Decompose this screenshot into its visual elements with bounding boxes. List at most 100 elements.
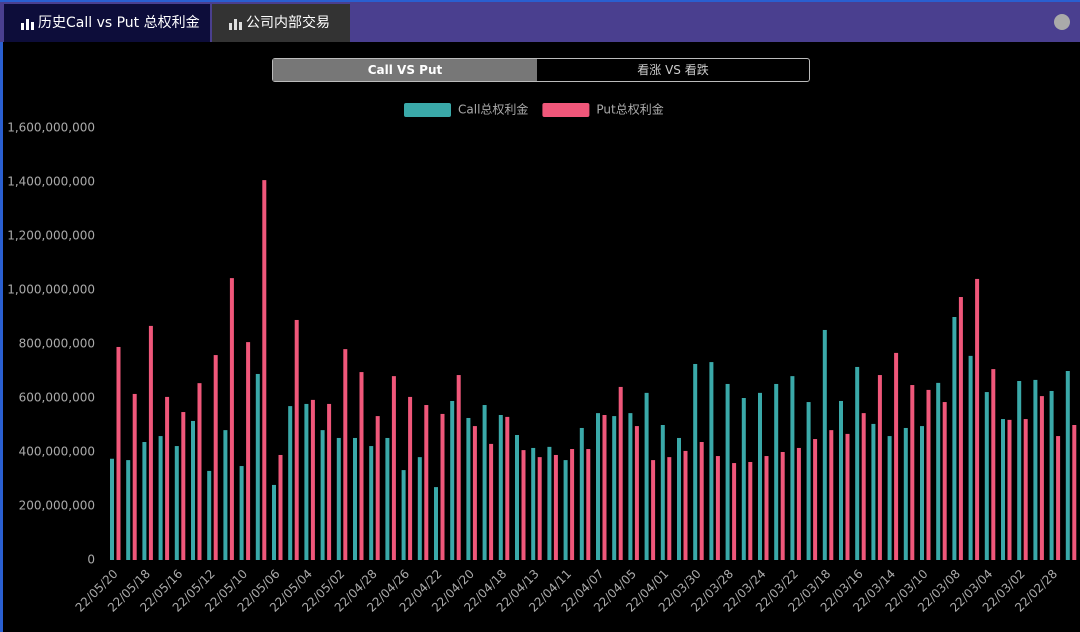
bar — [450, 400, 455, 560]
bar — [191, 420, 195, 560]
bar — [725, 383, 730, 560]
bar — [553, 454, 558, 560]
bar — [223, 430, 228, 560]
bar — [126, 460, 131, 560]
bar — [667, 457, 672, 560]
bar — [991, 369, 996, 560]
bar — [596, 413, 600, 560]
bar — [1065, 371, 1070, 560]
bar — [181, 412, 186, 560]
bar — [239, 466, 244, 560]
bar — [1039, 396, 1044, 560]
y-tick-label: 800,000,000 — [19, 337, 95, 351]
bar — [165, 396, 170, 560]
bar — [958, 297, 963, 560]
bar — [806, 402, 811, 560]
bar — [148, 325, 153, 560]
bar — [936, 382, 941, 560]
bar — [1072, 425, 1077, 560]
bar — [855, 366, 860, 560]
bar — [839, 400, 843, 560]
bar — [683, 450, 688, 560]
bar — [774, 383, 779, 560]
bar — [132, 393, 137, 560]
bar — [505, 416, 510, 560]
toggle-button[interactable]: 看涨 VS 看跌 — [637, 63, 709, 77]
bar — [207, 470, 212, 560]
bar — [375, 416, 380, 560]
bar — [1023, 419, 1028, 560]
bar — [612, 416, 617, 560]
chart: 0 200,000,000 400,000,000 600,000,000 800,00… — [7, 102, 1077, 615]
tab-icon — [229, 19, 242, 30]
bar — [699, 442, 704, 560]
bar — [158, 436, 163, 560]
bar — [531, 447, 536, 560]
y-tick-label: 400,000,000 — [19, 445, 95, 459]
bar — [741, 398, 746, 560]
tab-label: 历史Call vs Put 总权利金 — [38, 15, 200, 31]
bar — [570, 449, 575, 560]
legend-swatch — [404, 103, 451, 117]
bar — [288, 406, 293, 560]
tab[interactable]: 历史Call vs Put 总权利金 — [4, 4, 210, 42]
bar — [829, 430, 834, 560]
bar — [644, 392, 649, 560]
bar — [547, 446, 552, 560]
bar — [246, 342, 251, 560]
bar — [110, 458, 114, 560]
bar — [385, 437, 390, 560]
bar — [796, 447, 801, 560]
bar — [942, 402, 947, 560]
y-tick-label: 200,000,000 — [19, 499, 95, 513]
fullscreen-button[interactable] — [1054, 14, 1070, 30]
bar — [197, 383, 202, 560]
legend-label: Call总权利金 — [458, 102, 528, 117]
bar — [391, 376, 396, 560]
bar — [813, 439, 818, 560]
toggle-button[interactable]: Call VS Put — [273, 59, 537, 81]
bar — [537, 457, 542, 560]
bar — [408, 396, 413, 560]
bar — [822, 329, 827, 560]
bar — [304, 403, 309, 560]
bar — [586, 449, 591, 560]
y-tick-label: 0 — [87, 553, 95, 567]
bar — [693, 363, 698, 560]
bar — [515, 434, 519, 560]
legend-label: Put总权利金 — [596, 102, 663, 117]
bar — [780, 452, 785, 560]
y-tick-label: 1,400,000,000 — [7, 175, 95, 189]
bar — [660, 425, 665, 560]
bar — [845, 433, 850, 560]
bar — [142, 442, 147, 560]
bar — [440, 413, 445, 560]
bar — [871, 423, 876, 560]
bar — [677, 437, 681, 560]
bar — [602, 415, 607, 560]
bar — [472, 426, 477, 560]
bar — [213, 355, 218, 560]
y-tick-label: 1,200,000,000 — [7, 229, 95, 243]
tab[interactable]: 公司内部交易 — [212, 4, 350, 42]
side-border — [0, 0, 3, 632]
bar — [272, 484, 276, 560]
bar — [709, 362, 714, 560]
bar — [434, 487, 438, 560]
y-tick-label: 1,600,000,000 — [7, 121, 95, 135]
bar — [294, 319, 299, 560]
bar — [498, 415, 503, 560]
bar — [894, 352, 899, 560]
bar — [968, 355, 973, 560]
y-tick-label: 600,000,000 — [19, 391, 95, 405]
bar — [1001, 419, 1005, 560]
bar — [651, 460, 656, 560]
bar — [790, 376, 795, 560]
bar — [579, 427, 584, 560]
bar — [327, 403, 332, 560]
bar — [877, 375, 882, 560]
bar — [1007, 419, 1012, 560]
bar — [320, 430, 325, 560]
bar — [926, 389, 931, 560]
